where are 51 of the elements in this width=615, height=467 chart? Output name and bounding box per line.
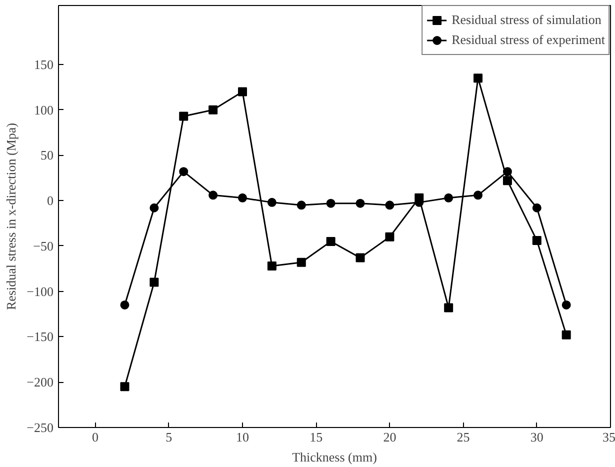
point xyxy=(502,167,512,176)
point xyxy=(356,198,365,208)
y-tick-label: 150 xyxy=(34,56,54,72)
point xyxy=(150,203,159,212)
point xyxy=(179,167,188,176)
point xyxy=(238,87,247,96)
point xyxy=(502,176,512,186)
x-tick-label: 5 xyxy=(166,430,172,444)
y-tick-label: 0 xyxy=(47,193,54,208)
y-tick-label: −50 xyxy=(33,238,54,254)
point xyxy=(179,112,188,121)
legend-label: Residual stress of simulation xyxy=(452,12,602,28)
point xyxy=(562,330,571,340)
point xyxy=(120,300,130,310)
point xyxy=(356,253,365,262)
x-tick-label: 30 xyxy=(530,430,544,444)
point xyxy=(267,198,276,207)
x-axis-title: Thickness (mm) xyxy=(292,450,377,464)
point xyxy=(474,190,483,200)
point xyxy=(474,74,483,83)
x-tick-label: 10 xyxy=(236,430,249,444)
point xyxy=(444,193,454,202)
x-tick-label: 35 xyxy=(602,430,615,444)
point xyxy=(385,200,394,210)
point xyxy=(532,203,542,212)
x-tick-label: 25 xyxy=(456,430,470,444)
y-axis-title: Residual stress in x-direction (Mpa) xyxy=(4,122,19,310)
point xyxy=(562,300,571,310)
point xyxy=(444,303,454,312)
point xyxy=(208,105,218,114)
point xyxy=(208,190,218,200)
y-tick-label: 50 xyxy=(40,148,54,163)
x-tick-label: 15 xyxy=(310,430,323,444)
point xyxy=(296,200,306,210)
y-tick-label: −100 xyxy=(26,284,54,299)
point xyxy=(532,236,542,246)
y-tick-label: −200 xyxy=(26,374,54,390)
point xyxy=(150,278,159,287)
point xyxy=(326,236,336,246)
x-tick-label: 20 xyxy=(383,430,396,444)
point xyxy=(296,258,306,267)
y-tick-label: −250 xyxy=(26,420,54,435)
point xyxy=(267,261,276,270)
point xyxy=(238,193,247,202)
y-tick-label: 100 xyxy=(34,102,54,118)
point xyxy=(120,382,130,392)
point xyxy=(326,198,336,208)
point xyxy=(385,232,394,242)
x-tick-label: 0 xyxy=(92,430,99,444)
legend-label: Residual stress of experiment xyxy=(452,32,605,48)
y-tick-label: −150 xyxy=(26,329,54,344)
